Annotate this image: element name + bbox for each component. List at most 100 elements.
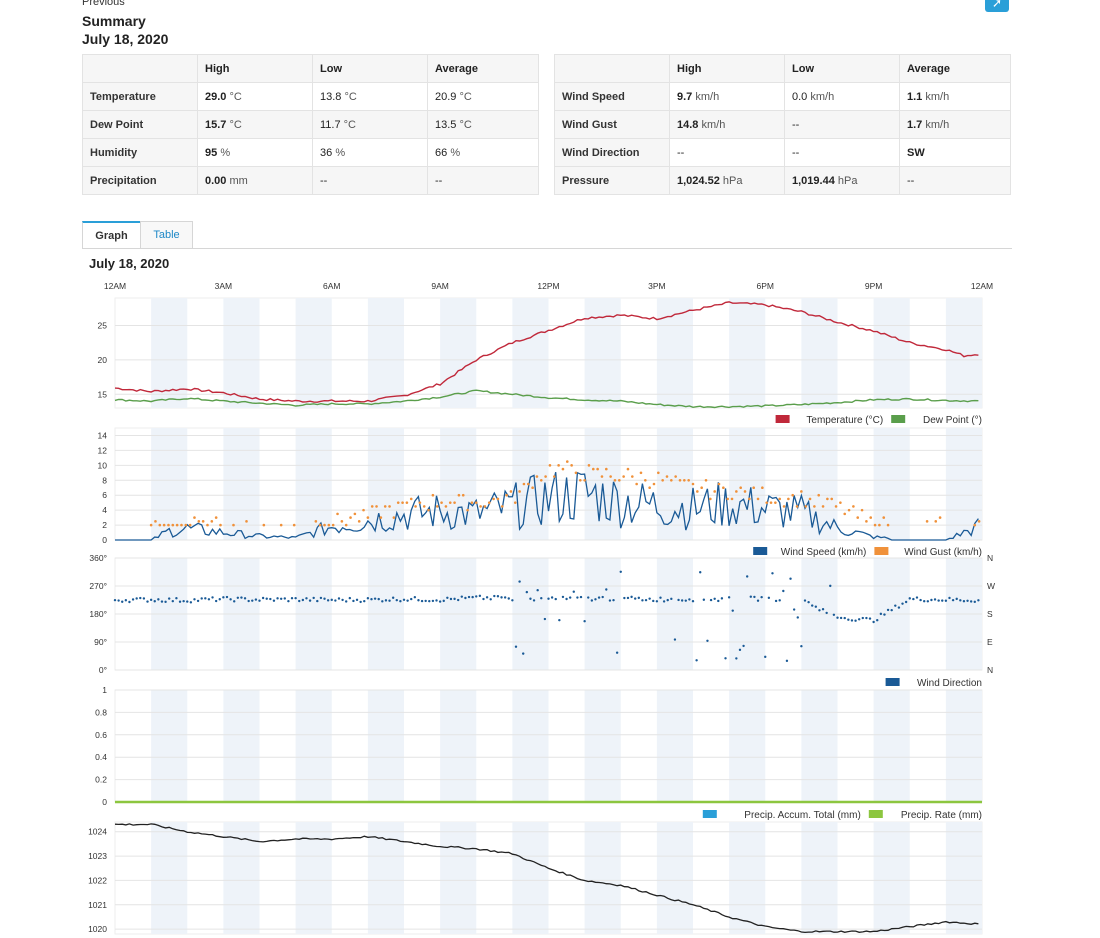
wind-gust-point	[713, 490, 716, 493]
wind-direction-point	[157, 598, 160, 601]
legend-swatch	[753, 547, 768, 555]
wind-direction-point	[355, 598, 359, 602]
wind-direction-point	[814, 605, 818, 608]
time-band	[945, 298, 982, 408]
wind-direction-point	[247, 599, 250, 603]
row-label: Precipitation	[82, 166, 198, 195]
wind-gust-point	[479, 505, 482, 508]
wind-gust-point	[717, 482, 721, 486]
wind-gust-point	[626, 467, 630, 471]
legend-label: Dew Point (°)	[923, 415, 982, 426]
wind-direction-point	[879, 612, 883, 616]
wind-direction-point	[724, 657, 727, 660]
wind-gust-point	[500, 505, 504, 508]
wind-gust-point	[262, 523, 266, 527]
wind-direction-point	[969, 600, 973, 603]
wind-direction-point	[688, 598, 691, 601]
wind-gust-point	[726, 497, 729, 501]
time-band	[512, 428, 549, 540]
tab-table[interactable]: Table	[140, 221, 193, 248]
wind-direction-point	[836, 616, 839, 619]
wind-gust-point	[808, 497, 812, 501]
time-band	[656, 690, 693, 802]
wind-gust-point	[600, 475, 604, 478]
wind-direction-point	[366, 597, 370, 600]
previous-link[interactable]: Previous	[82, 0, 125, 8]
share-icon: ➚	[991, 0, 1003, 10]
wind-direction-point	[496, 595, 500, 598]
cell-high: 1,024.52 hPa	[669, 166, 785, 195]
cell-high: 0.00 mm	[197, 166, 313, 195]
wind-gust-point	[743, 490, 747, 493]
wind-gust-point	[739, 486, 742, 490]
wind-gust-point	[938, 516, 942, 519]
wind-direction-point	[301, 598, 305, 602]
wind-direction-point	[894, 604, 897, 607]
wind-gust-point	[587, 464, 591, 467]
time-axis-label: 3AM	[215, 281, 232, 291]
wind-direction-point	[749, 595, 752, 598]
wind-direction-point	[594, 598, 597, 601]
cell-average: --	[899, 166, 1011, 195]
wind-gust-point	[448, 501, 452, 504]
wind-direction-point	[796, 616, 799, 619]
wind-gust-point	[596, 467, 599, 471]
tab-graph[interactable]: Graph	[82, 221, 141, 248]
table-row: Pressure 1,024.52 hPa 1,019.44 hPa --	[554, 166, 1011, 195]
wind-direction-point	[456, 598, 460, 602]
wind-gust-point	[232, 523, 235, 527]
wind-direction-point	[279, 597, 283, 601]
row-label: Wind Speed	[554, 82, 670, 111]
wind-direction-point	[818, 609, 821, 612]
header-low: Low	[784, 54, 900, 83]
time-band	[223, 298, 260, 408]
wind-gust-point	[401, 501, 404, 504]
wind-gust-point	[804, 505, 808, 508]
cell-high: 15.7 °C	[197, 110, 313, 139]
wind-gust-point	[661, 478, 664, 482]
summary-date: July 18, 2020	[82, 31, 169, 47]
time-band	[440, 690, 477, 802]
direction-tick: 90°	[94, 637, 107, 647]
table-row: Temperature 29.0 °C 13.8 °C 20.9 °C	[82, 82, 539, 111]
cell-average: 20.9 °C	[427, 82, 539, 111]
wind-gust-point	[518, 490, 521, 493]
wind-direction-point	[178, 600, 182, 603]
wind-direction-point	[778, 599, 781, 602]
wind-gust-point	[422, 505, 426, 508]
wind-direction-point	[373, 597, 377, 600]
wind-gust-point	[704, 478, 708, 482]
header-high: High	[197, 54, 313, 83]
legend-label: Precip. Rate (mm)	[901, 810, 982, 821]
wind-direction-point	[290, 597, 294, 600]
wind-direction-point	[800, 645, 803, 648]
wind-gust-point	[973, 523, 977, 527]
wind-gust-point	[210, 520, 214, 523]
time-band	[945, 428, 982, 540]
wind-direction-point	[424, 599, 427, 603]
wind-gust-point	[748, 497, 751, 501]
wind-direction-point	[868, 617, 872, 620]
wind-direction-point	[923, 600, 926, 603]
wind-direction-point	[774, 599, 778, 603]
wind-direction-point	[861, 616, 864, 620]
wind-direction-point	[962, 599, 966, 603]
time-band	[584, 822, 621, 934]
time-band	[945, 822, 982, 934]
share-button[interactable]: ➚	[985, 0, 1009, 12]
wind-gust-point	[830, 497, 834, 501]
summary-table-right: High Low Average Wind Speed 9.7 km/h 0.0…	[554, 54, 1011, 195]
wind-direction-point	[601, 595, 604, 599]
wind-gust-point	[279, 523, 283, 527]
wind-direction-point	[955, 597, 958, 601]
wind-gust-point	[340, 520, 344, 523]
wind-gust-point	[323, 523, 326, 527]
wind-gust-point	[483, 505, 487, 508]
wind-direction-point	[605, 588, 608, 591]
temp-tick: 20	[98, 355, 108, 365]
wind-gust-point	[578, 478, 582, 482]
wind-direction-point	[764, 655, 767, 659]
wind-gust-point	[591, 467, 595, 471]
table-row: Precipitation 0.00 mm -- --	[82, 166, 539, 195]
wind-tick: 0	[102, 535, 107, 545]
